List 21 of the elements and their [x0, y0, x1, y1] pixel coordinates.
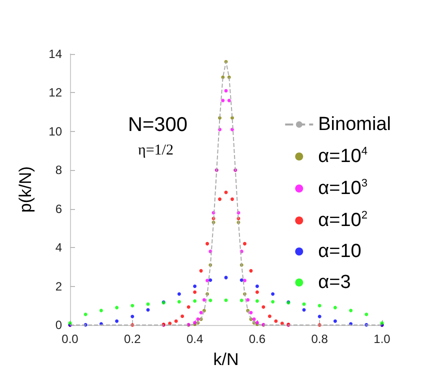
- x-tick-label: 0.8: [311, 332, 328, 346]
- y-tick-label: 4: [55, 240, 62, 255]
- annotation: N=300: [128, 114, 188, 136]
- y-tick-label: 8: [55, 163, 62, 178]
- y-tick-label: 14: [48, 47, 62, 61]
- y-tick-label: 0: [55, 318, 62, 332]
- x-axis-title: k/N: [213, 350, 239, 369]
- annotation: η=1/2: [138, 142, 174, 158]
- y-tick-label: 2: [55, 279, 62, 294]
- legend-label: Binomial: [318, 114, 392, 135]
- x-tick-label: 0.0: [62, 332, 79, 346]
- y-tick-label: 6: [55, 202, 62, 216]
- x-tick-label: 1.0: [374, 332, 391, 346]
- y-axis-title: p(k/N): [16, 166, 35, 213]
- legend-label: α=3: [318, 272, 351, 293]
- x-tick-label: 0.4: [186, 332, 204, 346]
- x-tick-label: 0.6: [248, 332, 266, 346]
- x-tick-label: 0.2: [124, 332, 142, 346]
- y-tick-label: 12: [48, 86, 62, 100]
- y-tick-label: 10: [48, 124, 62, 138]
- legend-label: α=10: [318, 241, 362, 262]
